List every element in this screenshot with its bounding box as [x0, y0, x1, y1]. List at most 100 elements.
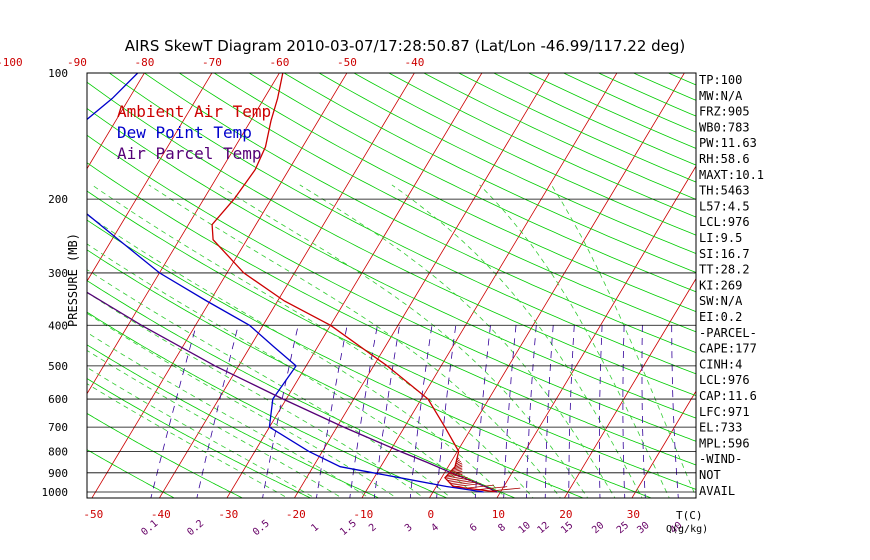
pressure-tick-label: 200 — [48, 193, 68, 206]
stat-entry: CAP:11.6 — [699, 389, 757, 403]
pressure-tick-labels: 100 200 300 400 500 600 700 800 900 1000 — [42, 67, 69, 499]
chart-title: AIRS SkewT Diagram 2010-03-07/17:28:50.8… — [125, 37, 686, 55]
moist-adiabat-line — [87, 243, 480, 498]
pressure-tick-label: 800 — [48, 445, 68, 458]
stat-entry: TT:28.2 — [699, 263, 750, 277]
moist-adiabat-line — [87, 292, 425, 498]
cape-hatch-line — [451, 481, 477, 486]
dry-adiabat-line — [87, 81, 696, 397]
cape-hatch-line — [448, 470, 463, 475]
isotherm-line — [0, 64, 15, 501]
moist-adiabat-line — [87, 366, 316, 498]
bottom-axis-tick-label: 0 — [428, 508, 435, 521]
dry-adiabat-line — [108, 73, 696, 375]
cape-hatch-line — [466, 484, 494, 489]
mixing-ratio-labels: 0.1 0.2 0.5 1 1.5 2 3 4 6 8 10 12 15 20 25 30 40 — [139, 518, 684, 538]
pressure-tick-label: 100 — [48, 67, 68, 80]
mixing-ratio-line — [150, 325, 197, 498]
cape-hatch-line — [446, 472, 463, 477]
moist-adiabat-line — [551, 184, 696, 498]
stat-entry: LI:9.5 — [699, 231, 742, 245]
pressure-tick-label: 900 — [48, 467, 68, 480]
dry-adiabat-line — [87, 134, 696, 442]
bottom-axis-labels: -50 -40 -30 -20 -10 0 10 20 30 — [83, 508, 640, 521]
isotherm-line — [87, 73, 145, 170]
dewpoint-temp-line — [87, 73, 484, 493]
isotherm-line — [226, 73, 483, 498]
mixing-ratio-unit: Q(g/kg) — [666, 524, 708, 535]
mixing-ratio-line — [544, 325, 554, 498]
legend-parcel: Air Parcel Temp — [117, 144, 262, 163]
mixing-ratio-line — [622, 325, 626, 498]
bottom-axis-tick-label: -10 — [353, 508, 373, 521]
mixing-ratio-line — [671, 325, 679, 498]
cape-hatch-line — [454, 462, 463, 467]
stat-entry: -PARCEL- — [699, 326, 757, 340]
cape-hatch-line — [453, 464, 463, 469]
moist-adiabat-line — [87, 214, 507, 498]
mixing-ratio-tick-label: 12 — [536, 520, 552, 536]
stat-entry: TH:5463 — [699, 184, 750, 198]
top-axis-tick-label: -50 — [337, 56, 357, 69]
stat-entry: MPL:596 — [699, 436, 750, 450]
isotherm-line — [563, 277, 696, 498]
dry-adiabat-line — [87, 190, 696, 490]
isotherm-line — [87, 73, 280, 395]
stat-entry: FRZ:905 — [699, 105, 750, 119]
cape-hatch-line — [445, 474, 463, 478]
top-axis-tick-label: -60 — [269, 56, 289, 69]
stat-entry: PW:11.63 — [699, 136, 757, 150]
stat-entry: -WIND- — [699, 452, 742, 466]
cape-hatch-area — [445, 456, 521, 492]
dry-adiabat-line — [87, 162, 696, 466]
mixing-ratio-line — [349, 325, 378, 498]
moist-adiabat-line — [148, 184, 561, 498]
stat-entry: CAPE:177 — [699, 342, 757, 356]
stat-entry: LCL:976 — [699, 215, 750, 229]
profile-curves — [87, 73, 498, 493]
mixing-ratio-tick-label: 3 — [403, 522, 415, 534]
stat-entry: AVAIL — [699, 484, 735, 498]
stat-entry: EI:0.2 — [699, 310, 742, 324]
stat-entry: SW:N/A — [699, 294, 743, 308]
mixing-ratio-tick-label: 20 — [590, 520, 606, 536]
pressure-tick-label: 1000 — [42, 486, 69, 499]
mixing-ratio-line — [436, 325, 457, 498]
bottom-axis-tick-label: -30 — [218, 508, 238, 521]
dry-adiabat-line — [87, 311, 448, 498]
dry-adiabat-line — [87, 412, 244, 498]
pressure-tick-label: 500 — [48, 360, 68, 373]
mixing-ratio-tick-label: 2 — [367, 522, 379, 534]
legend-dewpoint: Dew Point Temp — [117, 123, 252, 142]
cape-hatch-line — [447, 477, 468, 481]
ambient-temp-line — [211, 73, 498, 493]
cape-hatch-line — [455, 460, 462, 465]
pressure-tick-label: 400 — [48, 319, 68, 332]
stat-entry: L57:4.5 — [699, 199, 750, 213]
stat-entry: TP:100 — [699, 73, 742, 87]
moist-adiabat-line — [299, 184, 616, 498]
isotherm-line — [361, 73, 618, 498]
bottom-axis-tick-label: 10 — [492, 508, 505, 521]
moist-adiabat-line — [217, 184, 589, 498]
stat-entry: EL:733 — [699, 421, 742, 435]
mixing-ratio-line — [474, 325, 491, 498]
stat-entry: WB0:783 — [699, 120, 750, 134]
isotherm-line — [765, 64, 870, 501]
top-axis-labels: -120-110-100-90-80-70-60-50-40 — [0, 56, 424, 69]
stat-entry: NOT — [699, 468, 721, 482]
bottom-axis-tick-label: -20 — [286, 508, 306, 521]
stat-entry: RH:58.6 — [699, 152, 750, 166]
y-axis-label: PRESSURE (MB) — [66, 233, 80, 327]
stat-entry: LFC:971 — [699, 405, 750, 419]
mixing-ratio-line — [409, 325, 433, 498]
dry-adiabat-line — [318, 73, 696, 255]
top-axis-tick-label: -40 — [404, 56, 424, 69]
mixing-ratio-tick-label: 6 — [468, 522, 480, 534]
mixing-ratio-line — [599, 325, 603, 498]
dry-adiabat-line — [87, 249, 585, 498]
plot-frame — [86, 72, 697, 499]
cape-hatch-line — [478, 486, 508, 491]
dry-adiabat-line — [248, 73, 696, 293]
